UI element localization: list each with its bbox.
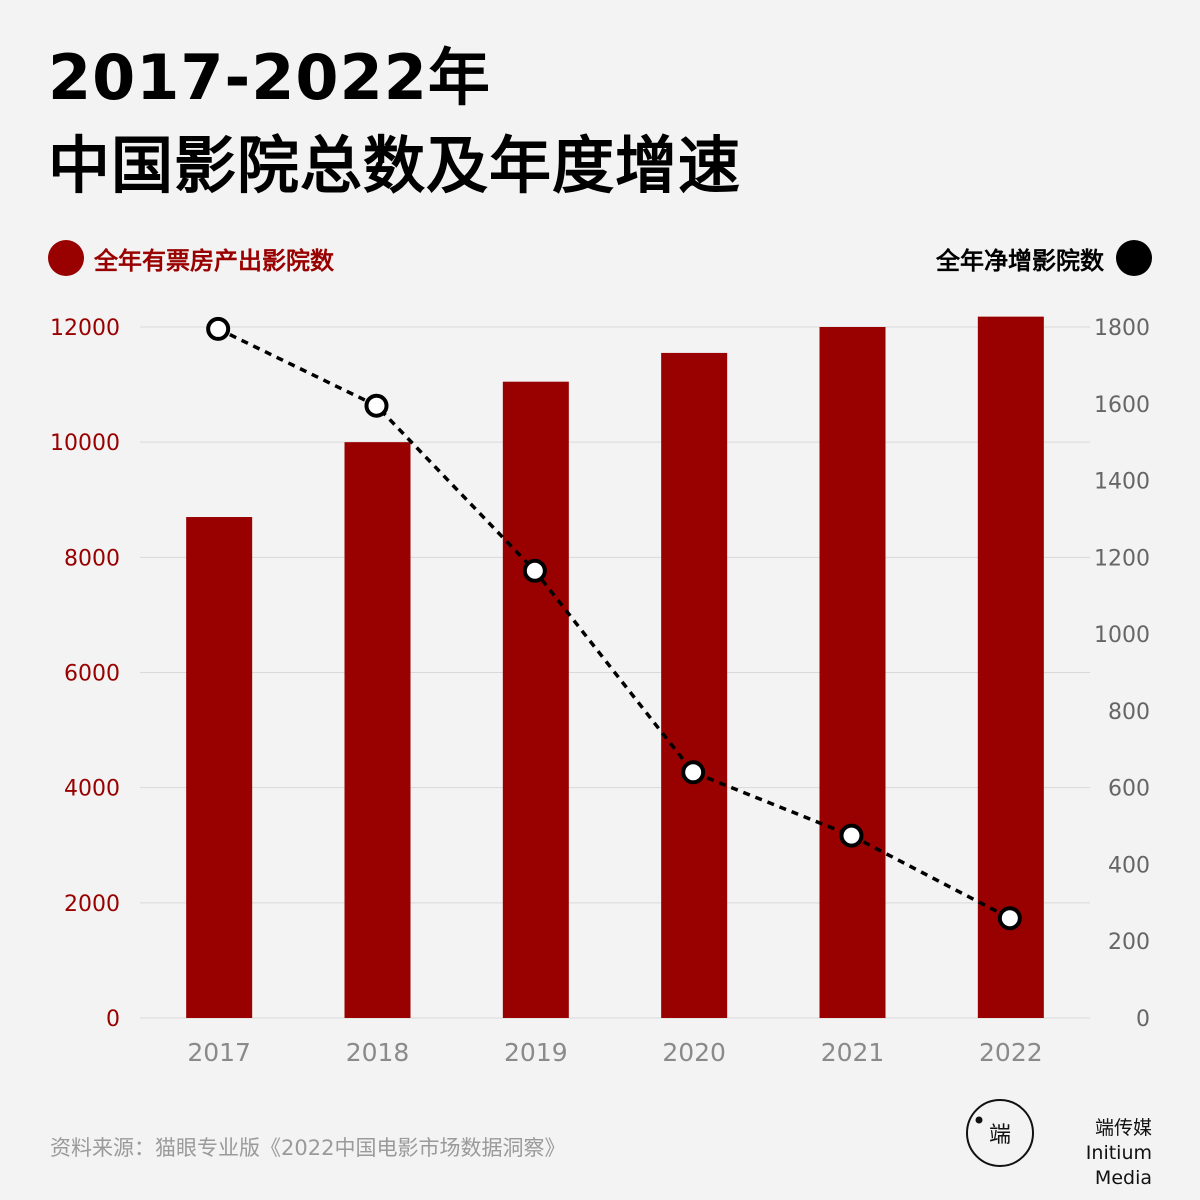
- logo-glyph: 端: [989, 1123, 1011, 1148]
- brand-logo: 端: [965, 1098, 1035, 1168]
- legend-bar-series: 全年有票房产出影院数: [48, 240, 334, 276]
- left-axis-tick-label: 6000: [64, 662, 120, 687]
- right-axis-tick-label: 1000: [1094, 623, 1150, 648]
- title-line-2: 中国影院总数及年度增速: [48, 129, 742, 202]
- right-axis-tick-label: 0: [1136, 1007, 1150, 1032]
- x-axis-tick-label: 2018: [346, 1038, 410, 1067]
- initium-logo-icon: 端: [966, 1099, 1034, 1167]
- title-line-1: 2017-2022年: [48, 41, 491, 114]
- brand-name: 端传媒 Initium Media: [1040, 1116, 1152, 1191]
- legend-bar-label: 全年有票房产出影院数: [94, 246, 334, 275]
- right-axis-tick-label: 200: [1108, 930, 1150, 955]
- right-axis-tick-label: 600: [1108, 777, 1150, 802]
- right-axis-tick-label: 400: [1108, 853, 1150, 878]
- left-axis-tick-label: 10000: [50, 431, 120, 456]
- legend-line-series: 全年净增影院数: [936, 240, 1152, 276]
- chart-title: 2017-2022年 中国影院总数及年度增速: [48, 34, 741, 210]
- left-axis-tick-label: 2000: [64, 892, 120, 917]
- x-axis-tick-label: 2017: [187, 1038, 251, 1067]
- source-note: 资料来源：猫眼专业版《2022中国电影市场数据洞察》: [50, 1136, 566, 1160]
- bar: [977, 316, 1044, 1018]
- right-axis-tick-label: 1400: [1094, 470, 1150, 495]
- bar: [819, 327, 886, 1018]
- legend-line-label: 全年净增影院数: [936, 246, 1104, 275]
- net-increase-line: [217, 327, 1011, 920]
- left-axis-tick-label: 4000: [64, 777, 120, 802]
- right-axis-tick-label: 1200: [1094, 546, 1150, 571]
- red-dot-icon: [48, 240, 84, 276]
- line-point: [839, 823, 864, 848]
- right-axis-tick-label: 1800: [1094, 316, 1150, 341]
- bar: [344, 442, 411, 1019]
- x-axis-tick-label: 2020: [662, 1038, 726, 1067]
- right-axis-tick-label: 800: [1108, 700, 1150, 725]
- line-point: [681, 760, 706, 785]
- brand-name-cn: 端传媒: [1094, 1117, 1152, 1139]
- left-axis-tick-label: 0: [106, 1007, 120, 1032]
- brand-name-en: Initium Media: [1085, 1142, 1152, 1189]
- line-point: [522, 558, 547, 583]
- bar: [661, 352, 728, 1019]
- bar: [502, 381, 569, 1018]
- black-dot-icon: [1116, 240, 1152, 276]
- x-axis-tick-label: 2019: [504, 1038, 568, 1067]
- line-point: [997, 906, 1022, 931]
- right-axis-tick-label: 1600: [1094, 393, 1150, 418]
- bar: [186, 517, 253, 1018]
- x-axis-tick-label: 2022: [979, 1038, 1043, 1067]
- line-point: [364, 393, 389, 418]
- x-axis-tick-label: 2021: [821, 1038, 885, 1067]
- left-axis-tick-label: 8000: [64, 546, 120, 571]
- line-point: [206, 316, 231, 341]
- left-axis-tick-label: 12000: [50, 316, 120, 341]
